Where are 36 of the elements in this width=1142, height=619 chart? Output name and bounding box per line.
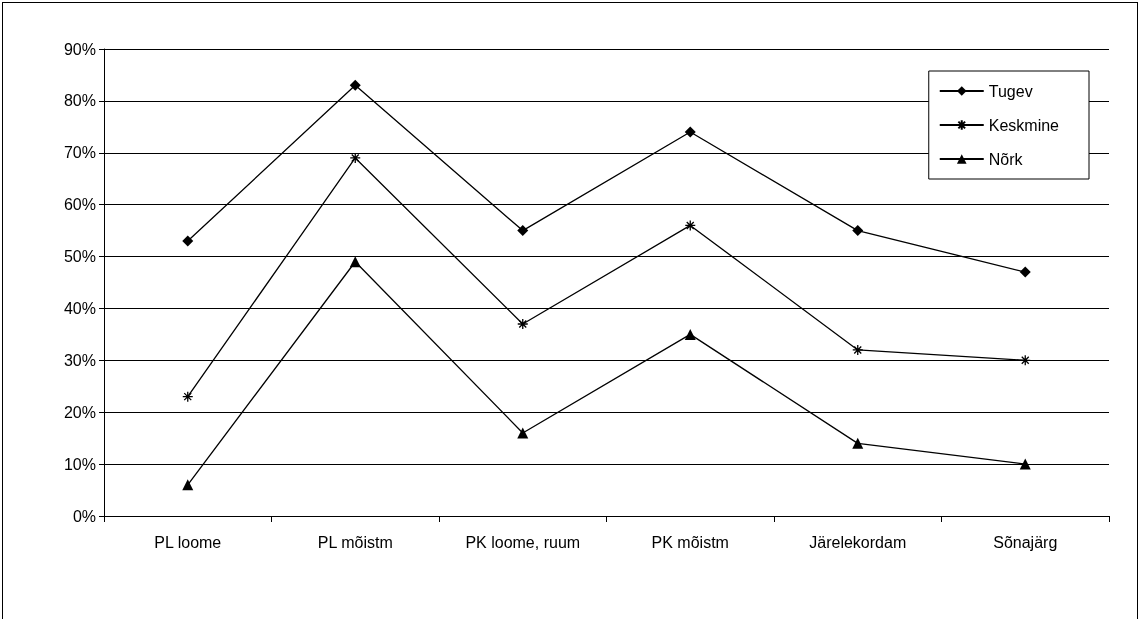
y-tick-label: 40% [63, 299, 96, 317]
point [182, 479, 194, 491]
point [349, 256, 361, 268]
point [684, 126, 696, 138]
point [517, 427, 529, 439]
x-tick-label: PL loome [154, 533, 222, 551]
x-tick-label: PK mõistm [651, 533, 729, 551]
y-tick-label: 60% [63, 196, 96, 214]
y-tick-label: 20% [63, 403, 96, 421]
y-tick-label: 90% [63, 40, 96, 58]
point [1019, 354, 1031, 366]
point [684, 219, 696, 232]
legend-label: Nõrk [988, 150, 1024, 168]
x-tick-label: PK loome, ruum [465, 533, 581, 551]
x-tick-label: PL mõistm [317, 533, 393, 551]
legend-label: Tugev [988, 82, 1033, 100]
point [182, 391, 194, 403]
y-tick-label: 0% [72, 507, 96, 525]
point [1019, 458, 1031, 470]
x-tick-label: Sõnajärg [993, 533, 1058, 551]
legend-label: Keskmine [988, 116, 1060, 134]
y-tick-label: 10% [63, 455, 96, 473]
y-tick-label: 80% [63, 92, 96, 110]
point [182, 235, 194, 247]
y-tick-label: 50% [63, 248, 96, 266]
point [684, 328, 696, 340]
x-tick-label: Järelekordam [809, 533, 907, 551]
point [852, 225, 864, 237]
y-tick-label: 70% [63, 144, 96, 162]
y-tick-label: 30% [63, 351, 96, 369]
point [349, 79, 361, 91]
point [1019, 266, 1031, 278]
point [517, 225, 529, 237]
point [517, 318, 529, 330]
point [852, 437, 864, 449]
point [852, 344, 864, 356]
